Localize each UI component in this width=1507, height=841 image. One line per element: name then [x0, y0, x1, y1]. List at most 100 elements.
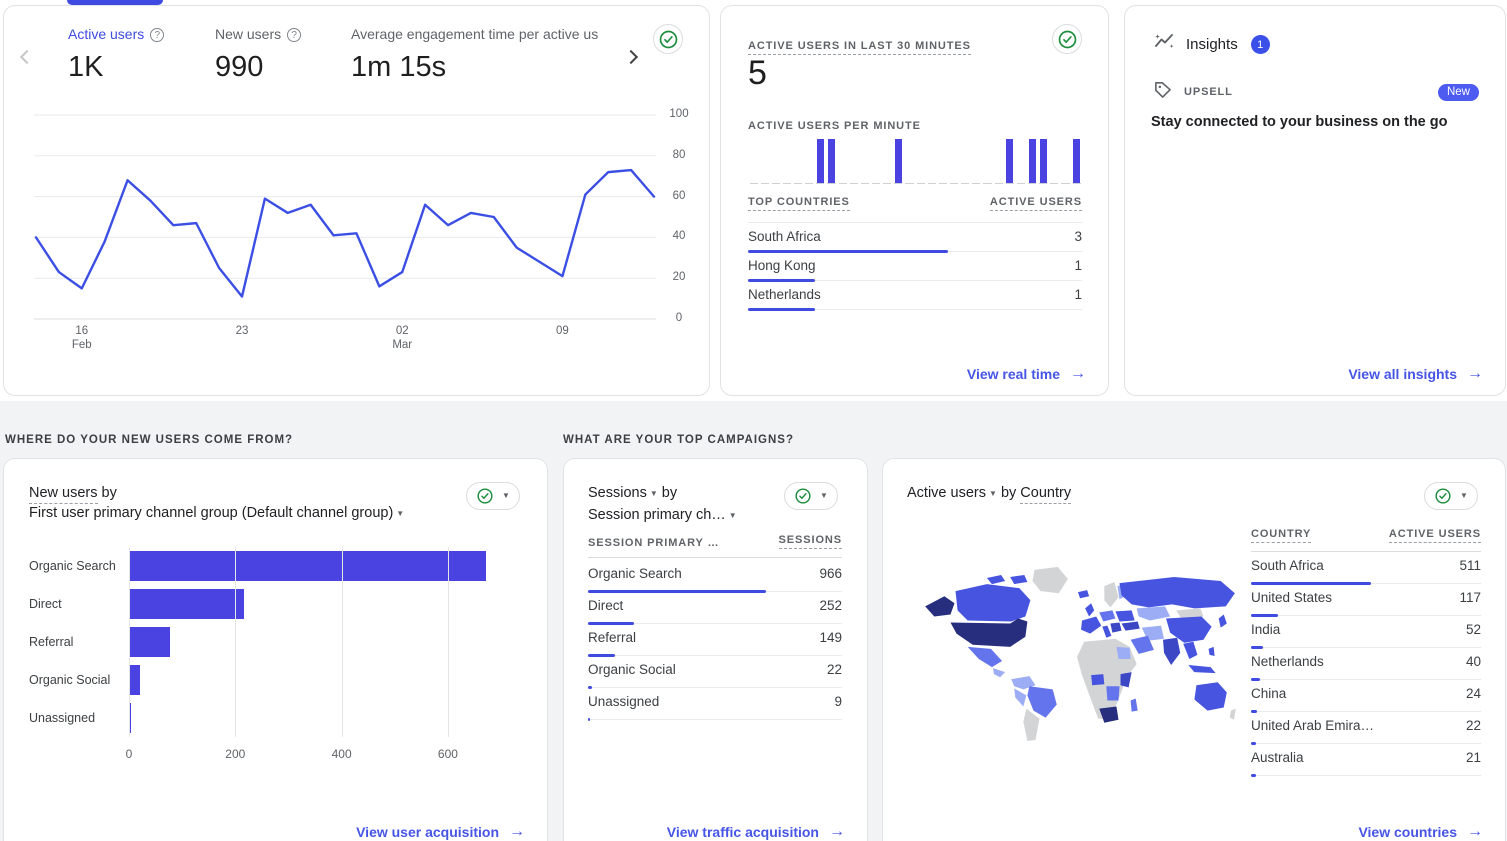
- row-separator: [1251, 679, 1481, 680]
- line-chart-x-axis: 16 Feb 23 02 Mar 09: [34, 324, 656, 358]
- table-row[interactable]: United States 117: [1251, 584, 1481, 617]
- map-region-brazil: [1027, 686, 1057, 718]
- view-real-time-link[interactable]: View real time: [967, 365, 1086, 383]
- minute-slot-6: [816, 136, 825, 184]
- view-traffic-acquisition-link[interactable]: View traffic acquisition: [667, 823, 845, 841]
- map-region-canada: [955, 584, 1031, 622]
- chevron-down-icon: [820, 490, 828, 500]
- data-quality-dropdown[interactable]: [784, 482, 838, 510]
- map-region-turkey: [1121, 621, 1140, 631]
- section-header-new-users: WHERE DO YOUR NEW USERS COME FROM?: [5, 434, 294, 446]
- minute-bar: [1028, 139, 1036, 183]
- metric-tab-average-engagement-time-per-active-us[interactable]: Average engagement time per active us 1m …: [351, 26, 598, 84]
- map-region-argentina: [1023, 708, 1040, 741]
- map-region-arctic-1: [986, 574, 1006, 585]
- realtime-title: ACTIVE USERS IN LAST 30 MINUTES: [748, 40, 971, 55]
- channel-bar: [129, 627, 170, 657]
- active-users-column-header: ACTIVE USERS: [1388, 528, 1481, 543]
- table-row[interactable]: Organic Social 22: [588, 656, 842, 689]
- top-countries-header: TOP COUNTRIES: [748, 196, 850, 211]
- per-minute-label: ACTIVE USERS PER MINUTE: [748, 120, 921, 132]
- row-value: 21: [1465, 750, 1481, 765]
- table-row[interactable]: Unassigned 9: [588, 688, 842, 721]
- minute-slot-8: [838, 136, 847, 184]
- map-region-colombia: [1011, 676, 1036, 690]
- map-region-saudi-arabia: [1130, 635, 1154, 654]
- map-region-south-africa: [1099, 706, 1119, 723]
- insight-message[interactable]: Stay connected to your business on the g…: [1151, 114, 1448, 130]
- row-bar: [748, 308, 815, 311]
- x-tick-label: 600: [437, 747, 458, 761]
- data-quality-dropdown[interactable]: [1424, 482, 1478, 510]
- y-tick-label: 40: [672, 230, 686, 243]
- sessions-column-header: SESSIONS: [778, 534, 842, 549]
- chevron-down-icon: [502, 490, 510, 500]
- dimension-label: Session primary ch…: [588, 507, 726, 523]
- row-separator: [1251, 647, 1481, 648]
- row-separator: [748, 309, 1082, 310]
- minute-slot-7: [827, 136, 836, 184]
- table-row[interactable]: Australia 21: [1251, 744, 1481, 777]
- map-region-egypt: [1116, 646, 1131, 659]
- channel-bar: [129, 589, 244, 619]
- insight-category-label: UPSELL: [1184, 86, 1233, 98]
- minute-slot-22: [994, 136, 1003, 184]
- grid-line: [235, 547, 237, 737]
- row-label: Direct: [588, 598, 624, 613]
- row-bar: [1251, 646, 1264, 649]
- x-tick-label: 0: [125, 747, 133, 761]
- metric-value: 990: [215, 51, 264, 83]
- table-row[interactable]: Direct 252: [588, 592, 842, 625]
- dimension-selector[interactable]: Country: [1020, 485, 1072, 504]
- minute-slot-13: [894, 136, 903, 184]
- y-tick-label: 100: [669, 108, 689, 120]
- minute-slot-21: [983, 136, 992, 184]
- dimension-selector[interactable]: First user primary channel group (Defaul…: [29, 503, 404, 525]
- map-region-new-zealand: [1229, 708, 1236, 720]
- metric-selector[interactable]: New users: [29, 485, 98, 504]
- table-row[interactable]: Referral 149: [588, 624, 842, 657]
- table-row[interactable]: Netherlands 40: [1251, 648, 1481, 681]
- help-icon[interactable]: [150, 28, 165, 42]
- table-row[interactable]: Organic Search 966: [588, 560, 842, 593]
- table-row[interactable]: South Africa 3: [748, 223, 1082, 253]
- view-all-insights-link[interactable]: View all insights: [1348, 365, 1483, 383]
- table-row[interactable]: China 24: [1251, 680, 1481, 713]
- row-label: Netherlands: [748, 287, 821, 302]
- data-quality-icon[interactable]: [653, 24, 683, 54]
- row-value: 22: [826, 662, 842, 677]
- metric-tab-new-users[interactable]: New users 990: [215, 26, 302, 84]
- map-region-madagascar: [1130, 698, 1138, 712]
- row-value: 1: [1074, 258, 1082, 273]
- realtime-card: ACTIVE USERS IN LAST 30 MINUTES 5 ACTIVE…: [720, 5, 1109, 396]
- help-icon[interactable]: [287, 28, 302, 42]
- view-countries-link[interactable]: View countries: [1358, 823, 1483, 841]
- chevron-down-icon: [650, 483, 658, 504]
- bar-chart-x-axis: 0 200 400 600: [125, 747, 533, 771]
- view-user-acquisition-link[interactable]: View user acquisition: [356, 823, 525, 841]
- y-tick-label: 0: [675, 312, 683, 324]
- metric-selector[interactable]: Sessions: [588, 485, 658, 501]
- row-label: Organic Social: [588, 662, 676, 677]
- section-header-campaigns: WHAT ARE YOUR TOP CAMPAIGNS?: [563, 434, 794, 446]
- map-region-kazakhstan: [1136, 606, 1171, 621]
- dimension-selector[interactable]: Session primary ch…: [588, 505, 737, 527]
- bar-row: [129, 699, 533, 737]
- table-row[interactable]: United Arab Emira… 22: [1251, 712, 1481, 745]
- data-quality-icon[interactable]: [1052, 24, 1082, 54]
- minute-slot-27: [1050, 136, 1059, 184]
- row-bar: [588, 654, 616, 657]
- metric-selector[interactable]: Active users: [907, 485, 997, 501]
- table-row[interactable]: India 52: [1251, 616, 1481, 649]
- table-row[interactable]: Hong Kong 1: [748, 252, 1082, 282]
- minute-slot-0: [749, 136, 758, 184]
- table-row[interactable]: Netherlands 1: [748, 281, 1082, 311]
- minute-bar: [1073, 139, 1081, 183]
- metric-tab-active-users[interactable]: Active users 1K: [68, 26, 165, 84]
- map-region-arctic-2: [1010, 574, 1028, 585]
- data-quality-dropdown[interactable]: [466, 482, 520, 510]
- row-value: 3: [1074, 229, 1082, 244]
- grid-line: [447, 547, 449, 737]
- table-row[interactable]: South Africa 511: [1251, 552, 1481, 585]
- map-region-philippines: [1208, 646, 1215, 656]
